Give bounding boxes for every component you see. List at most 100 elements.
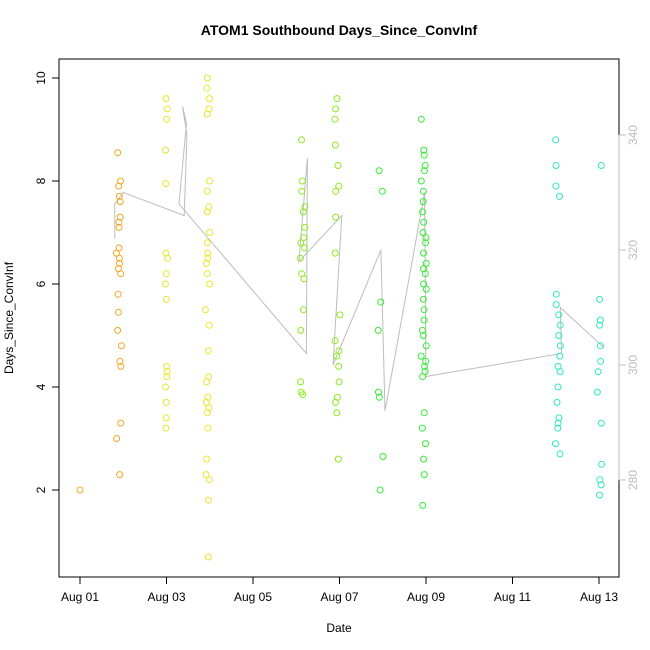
x-tick-label: Aug 07 — [320, 590, 358, 604]
data-point — [296, 254, 304, 262]
y-tick-label: 10 — [34, 71, 48, 85]
data-point — [419, 326, 426, 334]
data-point — [418, 424, 426, 432]
data-point — [203, 455, 211, 463]
data-point — [117, 419, 125, 427]
data-point — [597, 162, 605, 169]
data-point — [299, 208, 307, 216]
data-point — [421, 362, 429, 370]
x-tick-label: Aug 05 — [234, 590, 272, 604]
data-point — [163, 295, 170, 303]
data-point — [419, 501, 427, 509]
data-point — [556, 352, 564, 360]
x-tick-label: Aug 13 — [580, 590, 618, 604]
data-point — [116, 471, 124, 479]
data-point — [163, 373, 171, 381]
data-point — [422, 239, 429, 247]
data-point — [419, 229, 427, 236]
data-point — [552, 136, 560, 144]
data-point — [204, 254, 212, 262]
x-axis-label: Date — [326, 621, 352, 635]
data-point — [376, 486, 384, 494]
data-point — [162, 424, 170, 432]
data-point — [556, 321, 564, 329]
data-point — [203, 270, 211, 278]
data-point — [163, 115, 171, 123]
data-point — [114, 149, 122, 157]
data-point — [203, 74, 211, 82]
data-point — [597, 419, 605, 427]
data-point — [331, 249, 339, 257]
y-axis-label: Days_Since_ConvInf — [2, 261, 16, 374]
data-point — [420, 249, 427, 257]
points-layer — [76, 74, 605, 561]
data-point — [552, 290, 560, 298]
data-point — [201, 306, 209, 314]
data-point — [374, 326, 382, 334]
data-point — [116, 259, 123, 267]
data-point — [162, 414, 170, 422]
data-point — [204, 553, 212, 561]
data-point — [203, 259, 210, 267]
data-point — [204, 393, 212, 401]
data-point — [552, 440, 559, 448]
data-point — [552, 301, 560, 309]
data-point — [205, 95, 213, 103]
data-point — [422, 285, 430, 293]
data-point — [164, 254, 171, 262]
data-point — [116, 357, 124, 365]
chart-title: ATOM1 Southbound Days_Since_ConvInf — [201, 22, 478, 38]
data-point — [115, 218, 123, 226]
data-point — [422, 234, 430, 242]
data-point — [203, 208, 211, 216]
x-tick-label: Aug 11 — [494, 590, 531, 604]
data-point — [419, 208, 426, 216]
data-point — [162, 398, 170, 406]
data-point — [419, 295, 427, 303]
data-point — [115, 223, 123, 231]
data-point — [335, 378, 343, 386]
y-tick-label: 8 — [34, 177, 48, 184]
x-tick-label: Aug 03 — [147, 590, 185, 604]
data-point — [556, 450, 564, 458]
data-point — [419, 332, 427, 339]
data-point — [554, 424, 562, 432]
data-point — [203, 84, 211, 92]
data-point — [555, 414, 563, 422]
x-axis: Aug 01 Aug 03 Aug 05 Aug 07 Aug 09 Aug 11 Aug … — [61, 576, 618, 604]
data-point — [162, 270, 170, 278]
data-point — [554, 383, 562, 391]
data-point — [421, 167, 428, 175]
data-point — [555, 332, 563, 339]
data-point — [301, 223, 309, 231]
data-point — [552, 182, 560, 190]
data-point — [417, 352, 425, 360]
data-point — [297, 378, 304, 386]
data-point — [420, 316, 428, 324]
data-point — [300, 275, 308, 283]
data-point — [115, 254, 123, 262]
data-point — [298, 136, 305, 144]
data-point — [596, 316, 604, 324]
data-point — [375, 167, 383, 175]
data-point — [76, 486, 84, 494]
data-point — [332, 398, 339, 406]
data-point — [336, 311, 344, 319]
data-point — [334, 162, 342, 169]
y-axis: 2 4 6 8 10 — [34, 71, 60, 493]
data-point — [163, 105, 171, 113]
data-point — [300, 234, 308, 242]
data-point — [333, 95, 341, 103]
data-point — [556, 368, 564, 376]
data-point — [594, 368, 602, 376]
data-point — [596, 491, 603, 499]
data-point — [596, 321, 604, 329]
data-point — [332, 187, 340, 195]
data-point — [597, 357, 605, 365]
data-point — [421, 162, 429, 169]
data-point — [420, 455, 428, 463]
data-point — [378, 187, 386, 195]
data-point — [298, 187, 306, 195]
data-point — [420, 146, 428, 154]
